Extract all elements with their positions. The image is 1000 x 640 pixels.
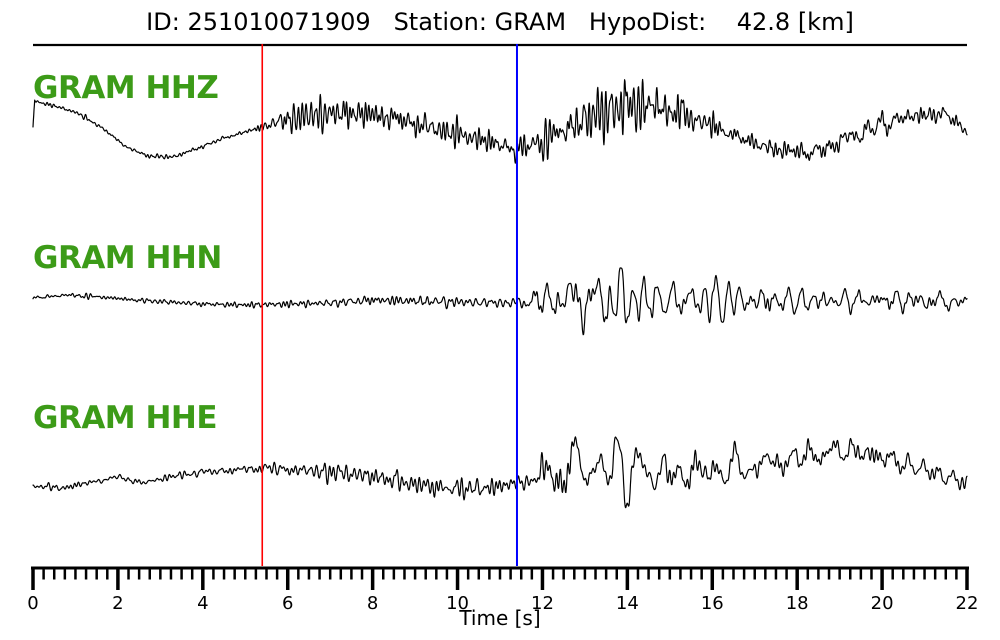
axis-tick-label: 18 bbox=[786, 593, 809, 614]
axis-tick-label: 12 bbox=[531, 593, 554, 614]
time-axis-label: Time [s] bbox=[459, 606, 541, 630]
axis-tick-label: 22 bbox=[956, 593, 979, 614]
trace-label-hhz: GRAM HHZ bbox=[33, 70, 219, 106]
trace-hhz-waveform bbox=[32, 78, 968, 164]
axis-tick-label: 6 bbox=[282, 593, 293, 614]
axis-tick-label: 16 bbox=[701, 593, 724, 614]
axis-tick-label: 20 bbox=[871, 593, 894, 614]
figure-title: ID: 251010071909 Station: GRAM HypoDist:… bbox=[146, 8, 854, 36]
trace-label-hhn: GRAM HHN bbox=[33, 240, 222, 276]
axis-tick-label: 4 bbox=[197, 593, 208, 614]
trace-hhe-waveform bbox=[32, 436, 968, 509]
axis-tick-label: 14 bbox=[616, 593, 639, 614]
trace-label-hhe: GRAM HHE bbox=[33, 400, 218, 436]
axis-tick-label: 2 bbox=[112, 593, 123, 614]
axis-tick-label: 8 bbox=[367, 593, 378, 614]
axis-tick-label: 10 bbox=[446, 593, 469, 614]
trace-hhn-waveform bbox=[32, 267, 968, 336]
axis-tick-label: 0 bbox=[27, 593, 38, 614]
